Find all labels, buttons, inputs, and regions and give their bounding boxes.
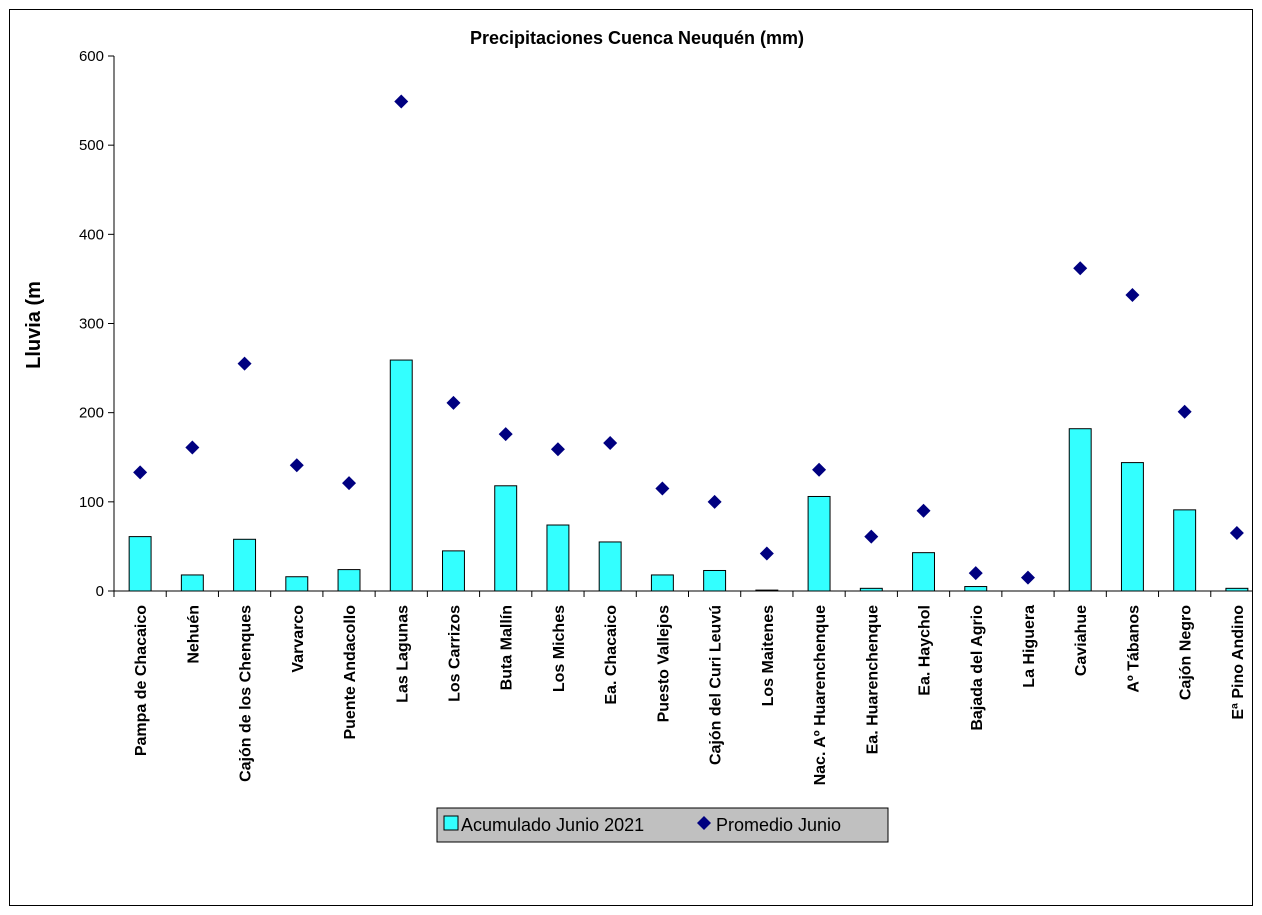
chart-frame: Precipitaciones Cuenca Neuquén (mm) Lluv… [9, 9, 1253, 906]
y-tick-label: 200 [79, 405, 104, 422]
bar-20 [1120, 462, 1144, 592]
x-tick-label: Ea. Huarenchenque [864, 605, 881, 754]
bar-1 [128, 536, 152, 592]
x-tick-label: Ea. Chacaico [603, 605, 620, 705]
marker-3 [237, 356, 252, 371]
x-tick-label: Los Maitenes [760, 605, 777, 706]
marker-17 [968, 566, 983, 581]
bar-19 [1068, 428, 1092, 592]
x-tick-label: Aº Tábanos [1125, 605, 1142, 693]
bar-17 [964, 586, 988, 592]
x-tick-label: Puente Andacollo [342, 605, 359, 740]
marker-16 [916, 503, 931, 518]
marker-15 [864, 529, 879, 544]
legend-box [436, 807, 889, 843]
x-tick-label: Los Miches [551, 605, 568, 692]
x-tick-label: La Higuera [1021, 605, 1038, 688]
x-tick-label: Las Lagunas [394, 605, 411, 703]
bar-11 [650, 574, 674, 592]
marker-9 [550, 442, 565, 457]
legend-swatch-bar [443, 815, 459, 831]
marker-11 [655, 481, 670, 496]
x-tick-label: Cajón de los Chenques [238, 605, 255, 782]
x-tick-label: Los Carrizos [446, 605, 463, 702]
marker-18 [1020, 570, 1035, 585]
x-tick-label: Nehuén [185, 605, 202, 664]
x-tick-label: Varvarco [290, 605, 307, 673]
y-tick-label: 500 [79, 137, 104, 154]
legend-swatch-marker [697, 816, 711, 830]
bar-2 [180, 574, 204, 592]
plot-area: 0 100 200 300 400 500 600 Pampa de Chacaico Nehu… [79, 48, 1252, 785]
marker-1 [133, 465, 148, 480]
marker-2 [185, 440, 200, 455]
bar-22 [1225, 587, 1249, 592]
bar-16 [912, 552, 935, 592]
bar-6 [389, 359, 413, 592]
marker-21 [1177, 404, 1192, 419]
y-tick-label: 400 [79, 226, 104, 243]
marker-6 [394, 94, 409, 109]
legend-label-bar: Acumulado Junio 2021 [461, 815, 644, 835]
x-tick-label: Nac. Aº Huarenchenque [812, 605, 829, 786]
x-tick-label: Puesto Vallejos [655, 605, 672, 722]
x-tick-label: Cajón del Curi Leuvú [708, 605, 725, 765]
marker-22 [1229, 526, 1244, 541]
legend: Acumulado Junio 2021 Promedio Junio [436, 807, 889, 843]
marker-7 [446, 395, 461, 410]
marker-19 [1073, 261, 1088, 276]
bar-7 [442, 550, 465, 592]
bar-5 [337, 569, 361, 592]
marker-4 [289, 458, 304, 473]
marker-20 [1125, 287, 1140, 302]
marker-13 [759, 546, 774, 561]
x-tick-label: Eª Pino Andino [1230, 605, 1247, 720]
marker-8 [498, 427, 513, 442]
y-tick-label: 0 [96, 583, 104, 600]
legend-label-marker: Promedio Junio [716, 815, 841, 835]
x-tick-label: Caviahue [1073, 605, 1090, 676]
bar-12 [703, 569, 727, 592]
x-tick-label: Ea. Haychol [917, 605, 934, 696]
marker-14 [812, 462, 827, 477]
y-axis-label: Lluvia (m [23, 281, 45, 369]
x-tick-label: Cajón Negro [1178, 605, 1195, 700]
x-tick-label: Buta Mallín [499, 605, 516, 690]
bar-14 [807, 495, 831, 592]
bar-4 [285, 576, 309, 592]
chart-title: Precipitaciones Cuenca Neuquén (mm) [470, 28, 804, 48]
y-tick-label: 300 [79, 316, 104, 333]
bar-9 [546, 524, 570, 592]
bar-10 [598, 541, 622, 592]
x-tick-label: Pampa de Chacaico [133, 605, 150, 756]
y-tick-label: 100 [79, 494, 104, 511]
bar-15 [859, 587, 883, 592]
x-tick-label: Bajada del Agrio [969, 605, 986, 731]
bar-3 [233, 538, 257, 592]
marker-12 [707, 494, 722, 509]
bar-13 [755, 589, 779, 592]
marker-5 [342, 476, 357, 491]
chart: Precipitaciones Cuenca Neuquén (mm) Lluv… [23, 28, 1252, 843]
marker-10 [603, 435, 618, 450]
bar-21 [1173, 509, 1197, 592]
bar-8 [494, 485, 518, 592]
y-tick-label: 600 [79, 48, 104, 65]
